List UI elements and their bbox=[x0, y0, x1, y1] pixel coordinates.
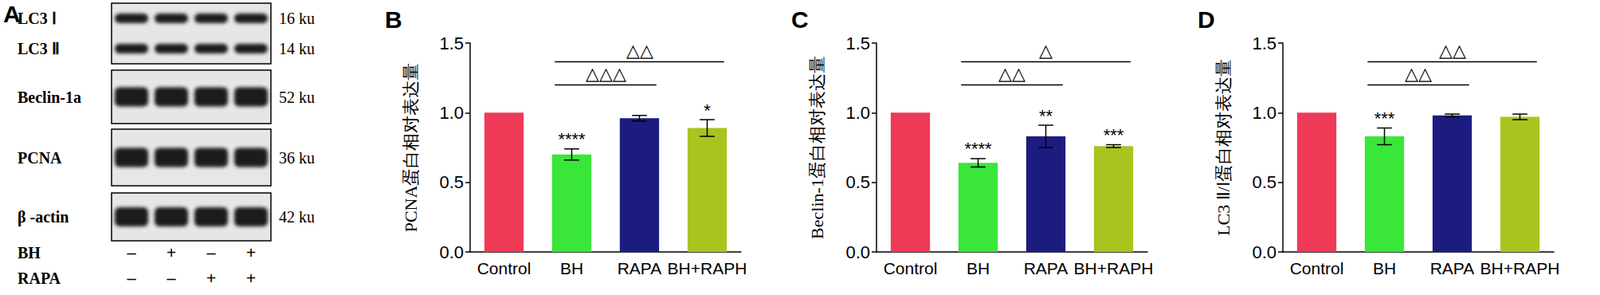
svg-text:***: *** bbox=[1103, 125, 1125, 146]
svg-text:BH: BH bbox=[17, 243, 41, 262]
svg-text:Beclin-1a: Beclin-1a bbox=[17, 88, 82, 106]
svg-text:0.0: 0.0 bbox=[439, 242, 464, 263]
svg-text:1.0: 1.0 bbox=[1251, 102, 1277, 123]
svg-text:△△△: △△△ bbox=[585, 63, 627, 84]
svg-text:C: C bbox=[791, 6, 809, 33]
svg-text:Control: Control bbox=[883, 258, 938, 278]
svg-text:LC3 Ⅰ: LC3 Ⅰ bbox=[17, 9, 57, 28]
svg-text:RAPA: RAPA bbox=[617, 258, 663, 278]
svg-text:PCNA蛋白相对表达量: PCNA蛋白相对表达量 bbox=[400, 62, 421, 233]
svg-text:52 ku: 52 ku bbox=[278, 88, 315, 106]
svg-text:–: – bbox=[126, 242, 138, 263]
svg-text:+: + bbox=[206, 267, 217, 288]
svg-text:42 ku: 42 ku bbox=[278, 207, 315, 226]
svg-text:△△: △△ bbox=[1404, 63, 1432, 84]
svg-text:1.5: 1.5 bbox=[1251, 33, 1277, 54]
svg-text:Beclin-1蛋白相对表达量: Beclin-1蛋白相对表达量 bbox=[807, 55, 828, 240]
svg-text:△△: △△ bbox=[1439, 40, 1467, 61]
svg-text:14 ku: 14 ku bbox=[278, 39, 315, 58]
svg-text:+: + bbox=[166, 242, 177, 263]
svg-text:BH+RAPH: BH+RAPH bbox=[1480, 258, 1561, 278]
svg-text:BH: BH bbox=[1372, 258, 1397, 278]
svg-text:D: D bbox=[1197, 6, 1216, 33]
svg-text:Control: Control bbox=[477, 258, 532, 278]
svg-text:–: – bbox=[126, 267, 138, 288]
svg-text:36 ku: 36 ku bbox=[278, 149, 315, 167]
svg-text:Control: Control bbox=[1290, 258, 1345, 278]
svg-text:A: A bbox=[3, 0, 21, 28]
svg-text:1.5: 1.5 bbox=[439, 33, 464, 54]
svg-text:LC3 Ⅱ: LC3 Ⅱ bbox=[17, 39, 60, 58]
svg-text:RAPA: RAPA bbox=[1023, 258, 1069, 278]
svg-text:–: – bbox=[206, 242, 217, 263]
svg-text:+: + bbox=[246, 242, 257, 263]
svg-text:1.0: 1.0 bbox=[845, 102, 871, 123]
svg-text:△△: △△ bbox=[998, 63, 1026, 84]
svg-text:**: ** bbox=[1039, 105, 1054, 126]
svg-text:BH: BH bbox=[560, 258, 584, 278]
svg-text:+: + bbox=[246, 267, 257, 288]
svg-text:0.0: 0.0 bbox=[845, 242, 871, 263]
svg-text:β -actin: β -actin bbox=[17, 207, 69, 227]
svg-text:0.5: 0.5 bbox=[1251, 172, 1277, 193]
svg-text:***: *** bbox=[1374, 108, 1396, 129]
svg-text:16 ku: 16 ku bbox=[278, 9, 315, 28]
svg-text:RAPA: RAPA bbox=[1430, 258, 1475, 278]
svg-text:BH+RAPH: BH+RAPH bbox=[1074, 258, 1154, 278]
svg-text:*: * bbox=[703, 100, 711, 121]
svg-text:0.0: 0.0 bbox=[1251, 242, 1277, 263]
svg-text:BH+RAPH: BH+RAPH bbox=[667, 258, 748, 278]
svg-text:PCNA: PCNA bbox=[17, 149, 63, 167]
svg-text:△: △ bbox=[1039, 40, 1053, 61]
svg-text:LC3 Ⅱ/Ⅰ蛋白相对表达量: LC3 Ⅱ/Ⅰ蛋白相对表达量 bbox=[1213, 58, 1234, 236]
svg-text:1.5: 1.5 bbox=[845, 33, 871, 54]
svg-text:B: B bbox=[384, 6, 403, 33]
svg-text:RAPA: RAPA bbox=[17, 269, 62, 287]
svg-text:1.0: 1.0 bbox=[439, 102, 464, 123]
svg-text:0.5: 0.5 bbox=[845, 172, 871, 193]
svg-text:BH: BH bbox=[966, 258, 990, 278]
svg-text:△△: △△ bbox=[626, 40, 654, 61]
svg-text:–: – bbox=[166, 267, 177, 288]
svg-text:****: **** bbox=[557, 129, 586, 150]
svg-text:****: **** bbox=[964, 138, 993, 159]
svg-text:0.5: 0.5 bbox=[439, 172, 464, 193]
